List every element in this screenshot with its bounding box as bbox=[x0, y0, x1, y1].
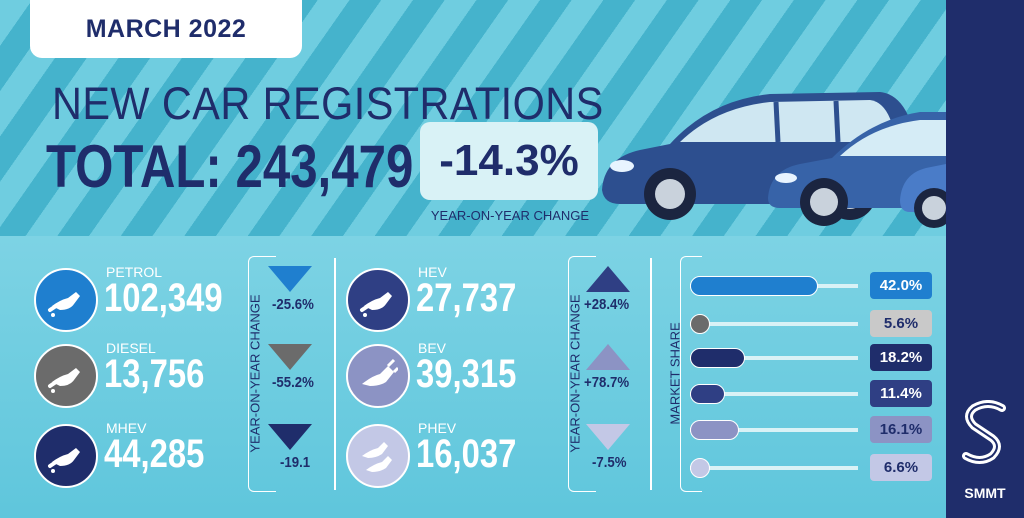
cars-illustration bbox=[602, 92, 946, 228]
date-label: MARCH 2022 bbox=[85, 14, 247, 43]
market-share-bar-bev bbox=[690, 420, 740, 440]
total-registrations: TOTAL: 243,479 bbox=[46, 133, 414, 200]
market-share-value-phev: 6.6% bbox=[870, 454, 932, 481]
yoy-axis-label: YEAR-ON-YEAR CHANGE bbox=[567, 294, 583, 453]
fuel-label: PHEV bbox=[418, 420, 457, 436]
yoy-change-diesel: -55.2% bbox=[272, 374, 314, 391]
column-divider bbox=[650, 258, 652, 490]
market-share-value-mhev: 18.2% bbox=[870, 344, 932, 371]
down-arrow-icon bbox=[268, 266, 312, 292]
ev-plug-icon bbox=[346, 344, 410, 408]
car-sedan bbox=[768, 112, 946, 226]
market-share-bar-mhev bbox=[690, 348, 746, 368]
car-electric bbox=[900, 164, 946, 228]
market-share-bar-hev bbox=[690, 384, 725, 404]
fuel-label: DIESEL bbox=[106, 340, 156, 356]
market-share-track bbox=[690, 322, 858, 326]
smmt-logo-icon bbox=[962, 400, 1006, 464]
fuel-value: 13,756 bbox=[104, 352, 205, 396]
fuel-label: PETROL bbox=[106, 264, 163, 280]
market-share-bar-phev bbox=[690, 458, 711, 478]
up-arrow-icon bbox=[586, 344, 630, 370]
fuel-pump-icon bbox=[34, 424, 98, 488]
up-arrow-icon bbox=[586, 266, 630, 292]
market-share-track bbox=[690, 392, 858, 396]
market-share-value-hev: 11.4% bbox=[870, 380, 932, 407]
fuel-pump-icon bbox=[346, 268, 410, 332]
down-arrow-icon bbox=[268, 344, 312, 370]
market-share-bracket bbox=[680, 256, 702, 492]
date-tab: MARCH 2022 bbox=[30, 0, 302, 58]
yoy-change-value: -14.3% bbox=[439, 136, 579, 185]
yoy-bracket-right bbox=[568, 256, 596, 492]
market-share-bar-petrol bbox=[690, 276, 818, 296]
market-share-value-diesel: 5.6% bbox=[870, 310, 932, 337]
market-share-value-bev: 16.1% bbox=[870, 416, 932, 443]
market-share-track bbox=[690, 466, 858, 470]
yoy-change-mhev: -19.1 bbox=[280, 454, 311, 471]
yoy-change-hev: +28.4% bbox=[584, 296, 630, 313]
fuel-label: BEV bbox=[418, 340, 447, 356]
brand-name: SMMT bbox=[964, 485, 1006, 501]
yoy-change-box: -14.3% bbox=[420, 122, 598, 200]
yoy-change-bev: +78.7% bbox=[584, 374, 630, 391]
fuel-value: 102,349 bbox=[104, 276, 223, 320]
yoy-change-petrol: -25.6% bbox=[272, 296, 314, 313]
header-band: MARCH 2022 NEW CAR REGISTRATIONS TOTAL: … bbox=[0, 0, 946, 236]
down-arrow-icon bbox=[268, 424, 312, 450]
yoy-axis-label: YEAR-ON-YEAR CHANGE bbox=[247, 294, 263, 453]
market-share-axis-label: MARKET SHARE bbox=[667, 322, 683, 425]
fuel-pump-icon bbox=[34, 344, 98, 408]
yoy-change-phev: -7.5% bbox=[592, 454, 627, 471]
fuel-value: 44,285 bbox=[104, 432, 205, 476]
headline: NEW CAR REGISTRATIONS bbox=[52, 78, 604, 129]
market-share-value-petrol: 42.0% bbox=[870, 272, 932, 299]
yoy-bracket-left bbox=[248, 256, 276, 492]
market-share-bar-diesel bbox=[690, 314, 710, 334]
fuel-value: 16,037 bbox=[416, 432, 517, 476]
down-arrow-icon bbox=[586, 424, 630, 450]
market-share-track bbox=[690, 356, 858, 360]
column-divider bbox=[334, 258, 336, 490]
yoy-change-caption: YEAR-ON-YEAR CHANGE bbox=[430, 208, 590, 223]
fuel-label: MHEV bbox=[106, 420, 147, 436]
plug-and-pump-icon bbox=[346, 424, 410, 488]
fuel-value: 27,737 bbox=[416, 276, 517, 320]
fuel-pump-icon bbox=[34, 268, 98, 332]
fuel-label: HEV bbox=[418, 264, 447, 280]
market-share-track bbox=[690, 428, 858, 432]
fuel-value: 39,315 bbox=[416, 352, 517, 396]
